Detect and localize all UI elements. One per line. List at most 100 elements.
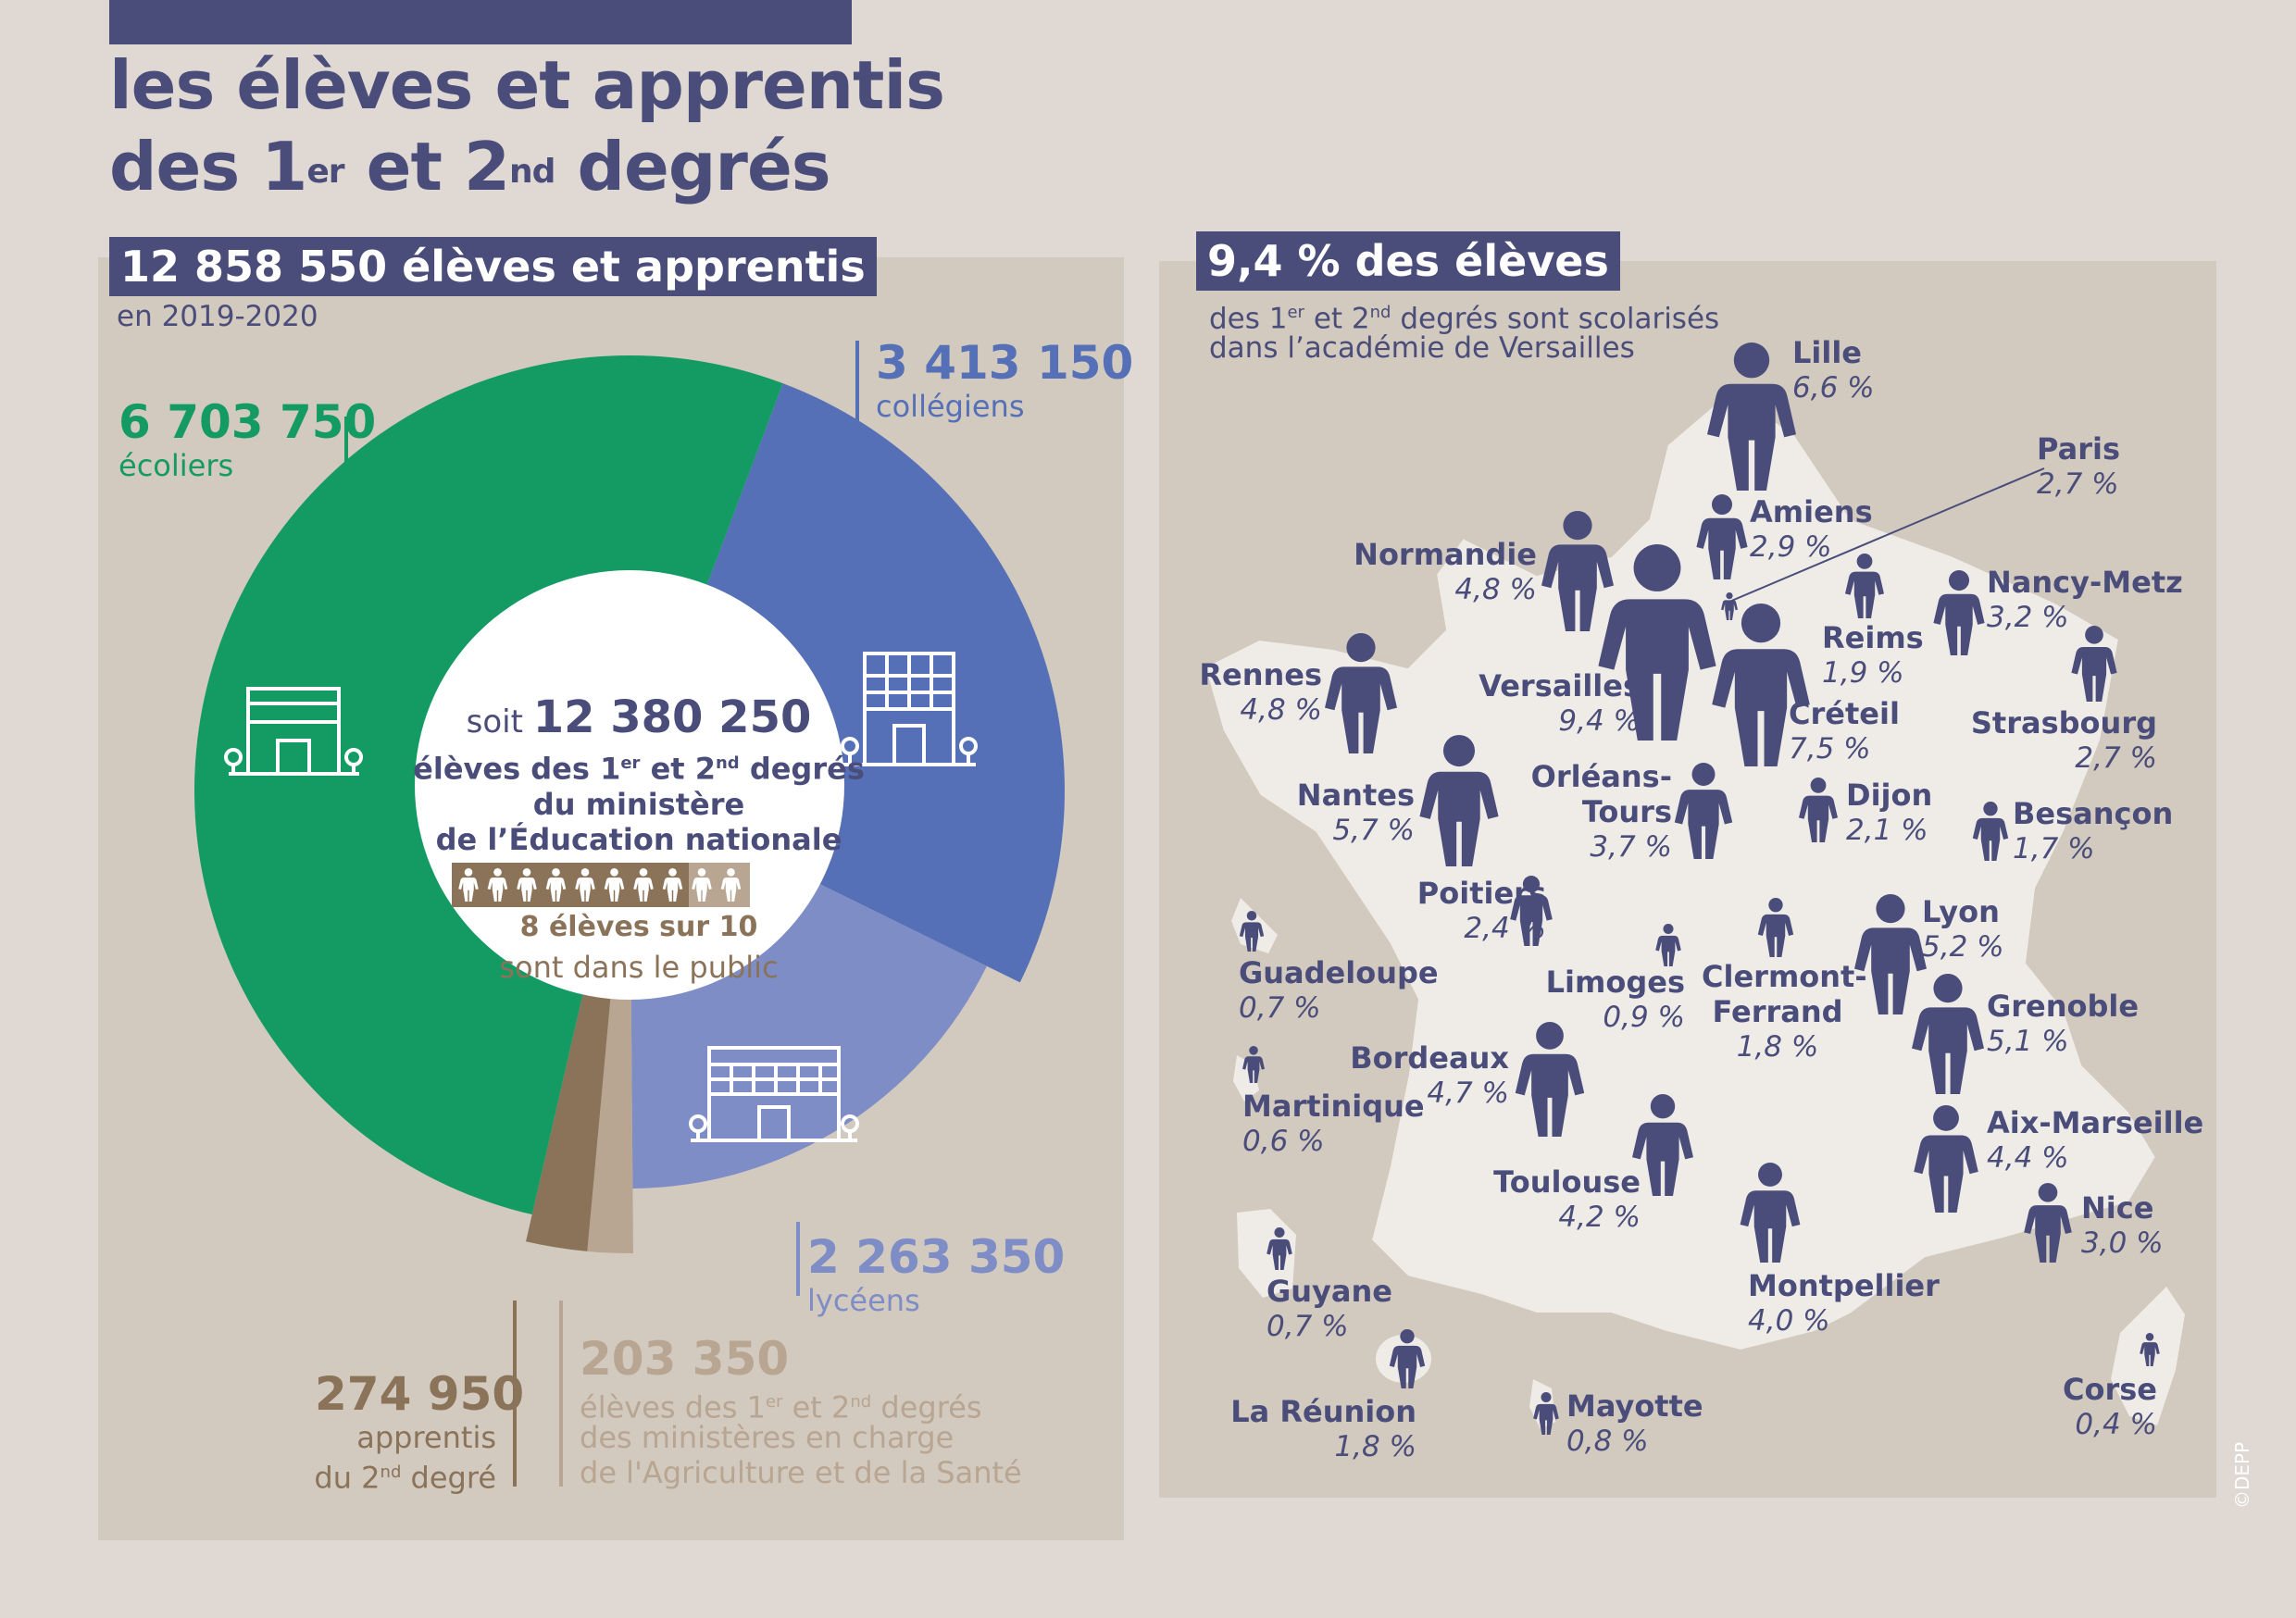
grenoble-person-icon [1912,974,1984,1094]
slice-colleg [700,383,1065,983]
academy-besancon: Besançon 1,7 % [2013,796,2174,865]
lycee-label: lycéens [807,1283,920,1318]
academy-grenoble: Grenoble 5,1 % [1987,989,2140,1058]
academy-rennes: Rennes 4,8 % [1199,657,1322,727]
public-subtitle: sont dans le public [499,950,779,985]
student-icon [575,868,595,902]
slice-lycee [630,878,987,1189]
guyane-person-icon [1267,1227,1292,1270]
academy-guyane: Guyane 0,7 % [1267,1274,1392,1343]
guadeloupe-person-icon [1239,911,1265,952]
agri-label-1: élèves des 1er et 2nd degrés [580,1389,982,1425]
martinique-person-icon [1242,1046,1265,1083]
agri-label-3: de l'Agriculture et de la Santé [580,1455,1022,1490]
strasbourg-person-icon [2071,626,2117,702]
school-icon-ecoliers [224,687,363,776]
academy-aix-marseille: Aix-Marseille 4,4 % [1987,1105,2204,1175]
slice-ecoliers [193,355,783,1215]
copyright: ©DEPP [2231,1441,2253,1509]
paris-pointer-line [1728,467,2045,603]
creteil-person-icon [1712,604,1810,766]
academy-dijon: Dijon 2,1 % [1846,778,1933,847]
center-description: élèves des 1er et 2nd degrés du ministèr… [413,751,865,857]
left-subtitle: en 2019-2020 [117,300,318,333]
academy-lille: Lille 6,6 % [1792,335,1875,404]
la-reunion-person-icon [1389,1329,1426,1388]
academy-lyon: Lyon 5,2 % [1922,894,2004,964]
nantes-person-icon [1419,735,1499,866]
academy-bordeaux: Bordeaux 4,7 % [1350,1040,1509,1110]
clermont-ferrand-person-icon [1757,898,1794,957]
agri-label-2: des ministères en charge [580,1420,955,1455]
lyon-person-icon [1854,894,1927,1014]
academy-amiens: Amiens 2,9 % [1750,494,1873,564]
dijon-person-icon [1799,778,1838,842]
academy-toulouse: Toulouse 4,2 % [1493,1164,1641,1234]
right-subtitle-1: des 1er et 2nd degrés sont scolarisés [1209,302,1720,336]
nice-person-icon [2024,1183,2072,1263]
student-icon [517,868,537,902]
orleans-tours-person-icon [1674,763,1733,859]
left-badge: 12 858 550 élèves et apprentis [109,237,877,296]
right-badge: 9,4 % des élèves [1196,231,1620,291]
paris-person-icon [1721,592,1738,620]
student-icon [458,868,479,902]
academy-la-reunion: La Réunion 1,8 % [1230,1394,1416,1463]
academy-reims: Reims 1,9 % [1822,620,1924,690]
academy-nancy-metz: Nancy-Metz 3,2 % [1987,565,2183,634]
academy-guadeloupe: Guadeloupe 0,7 % [1239,955,1439,1025]
rennes-person-icon [1325,633,1397,753]
agri-value: 203 350 [580,1332,790,1386]
mayotte-person-icon [1533,1392,1559,1435]
corse-person-icon [2140,1333,2160,1366]
student-icon [720,868,742,902]
student-icon [604,868,625,902]
ecoliers-value: 6 703 750 [119,395,377,449]
ecoliers-label: écoliers [119,448,234,483]
mainland-shape [1201,386,2160,1354]
besancon-person-icon [1972,802,2009,861]
versailles-person-icon [1598,544,1716,741]
academy-strasbourg: Strasbourg 2,7 % [1970,705,2157,775]
academy-montpellier: Montpellier 4,0 % [1748,1268,1940,1338]
academy-nantes: Nantes 5,7 % [1296,778,1415,847]
academy-limoges: Limoges 0,9 % [1545,965,1685,1034]
academy-normandie: Normandie 4,8 % [1354,537,1537,606]
student-icon [487,868,508,902]
academy-orleans-tours: Orléans- Tours 3,7 % [1530,759,1672,864]
academy-creteil: Créteil 7,5 % [1789,696,1900,765]
school-icon-colleg [841,652,978,766]
amiens-person-icon [1696,494,1748,579]
student-icon [633,868,654,902]
academy-martinique: Martinique 0,6 % [1242,1089,1425,1158]
right-subtitle-2: dans l’académie de Versailles [1209,331,1635,365]
limoges-person-icon [1655,924,1681,966]
student-icon [662,868,683,902]
page-title: les élèves et apprentis des 1er et 2nd d… [109,46,945,205]
bordeaux-person-icon [1515,1022,1585,1137]
apprentis-label-1: apprentis [356,1420,496,1455]
center-total: soit 12 380 250 [466,691,812,743]
montpellier-person-icon [1740,1163,1801,1263]
slice-agri [587,989,633,1253]
nancy-metz-person-icon [1933,570,1985,655]
academy-paris: Paris 2,7 % [2037,431,2120,501]
school-icon-lycee [689,1046,859,1142]
normandie-person-icon [1541,511,1614,631]
colleg-label: collégiens [876,389,1025,424]
toulouse-person-icon [1632,1094,1693,1196]
poitiers-person-icon [1510,876,1553,946]
slice-apprentis [526,985,612,1251]
academy-corse: Corse 0,4 % [2063,1372,2157,1441]
student-icon [692,868,712,902]
colleg-value: 3 413 150 [876,336,1134,390]
title-bar [109,0,852,44]
academy-nice: Nice 3,0 % [2081,1190,2164,1260]
apprentis-value: 274 950 [315,1367,525,1421]
lycee-value: 2 263 350 [807,1230,1066,1284]
public-title: 8 élèves sur 10 [519,911,758,943]
reims-person-icon [1845,554,1884,618]
student-icon [545,868,567,902]
